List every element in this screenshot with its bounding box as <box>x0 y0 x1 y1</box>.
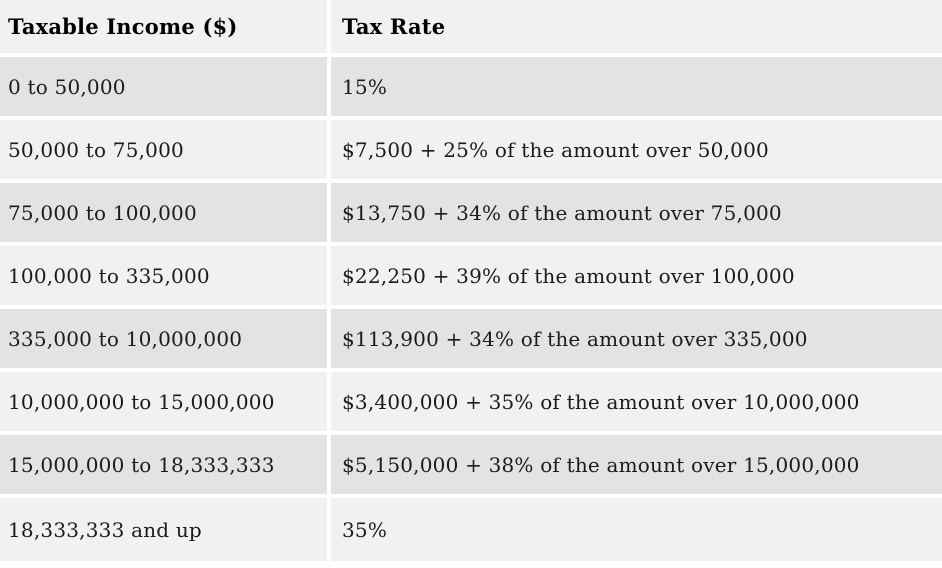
table-header: Taxable Income ($) Tax Rate <box>0 0 942 57</box>
table-row: 100,000 to 335,000 $22,250 + 39% of the a… <box>0 246 942 309</box>
tax-rate-cell: $13,750 + 34% of the amount over 75,000 <box>331 183 942 246</box>
column-header-tax-rate: Tax Rate <box>331 0 942 57</box>
tax-rate-cell: 15% <box>331 57 942 120</box>
column-header-taxable-income: Taxable Income ($) <box>0 0 331 57</box>
income-range-cell: 100,000 to 335,000 <box>0 246 331 309</box>
income-range-cell: 50,000 to 75,000 <box>0 120 331 183</box>
tax-rate-cell: $113,900 + 34% of the amount over 335,00… <box>331 309 942 372</box>
table-row: 18,333,333 and up 35% <box>0 498 942 561</box>
income-range-cell: 18,333,333 and up <box>0 498 331 561</box>
tax-rate-cell: 35% <box>331 498 942 561</box>
income-range-cell: 10,000,000 to 15,000,000 <box>0 372 331 435</box>
table-row: 10,000,000 to 15,000,000 $3,400,000 + 35%… <box>0 372 942 435</box>
table-row: 75,000 to 100,000 $13,750 + 34% of the am… <box>0 183 942 246</box>
tax-rate-cell: $22,250 + 39% of the amount over 100,000 <box>331 246 942 309</box>
table-row: 0 to 50,000 15% <box>0 57 942 120</box>
table-row: 50,000 to 75,000 $7,500 + 25% of the amou… <box>0 120 942 183</box>
income-range-cell: 75,000 to 100,000 <box>0 183 331 246</box>
tax-rate-cell: $7,500 + 25% of the amount over 50,000 <box>331 120 942 183</box>
tax-rate-cell: $5,150,000 + 38% of the amount over 15,0… <box>331 435 942 498</box>
income-range-cell: 0 to 50,000 <box>0 57 331 120</box>
header-row: Taxable Income ($) Tax Rate <box>0 0 942 57</box>
table-body: 0 to 50,000 15% 50,000 to 75,000 $7,500 + 2… <box>0 57 942 561</box>
income-range-cell: 335,000 to 10,000,000 <box>0 309 331 372</box>
table-row: 15,000,000 to 18,333,333 $5,150,000 + 38%… <box>0 435 942 498</box>
tax-rate-cell: $3,400,000 + 35% of the amount over 10,0… <box>331 372 942 435</box>
table-row: 335,000 to 10,000,000 $113,900 + 34% of t… <box>0 309 942 372</box>
income-range-cell: 15,000,000 to 18,333,333 <box>0 435 331 498</box>
